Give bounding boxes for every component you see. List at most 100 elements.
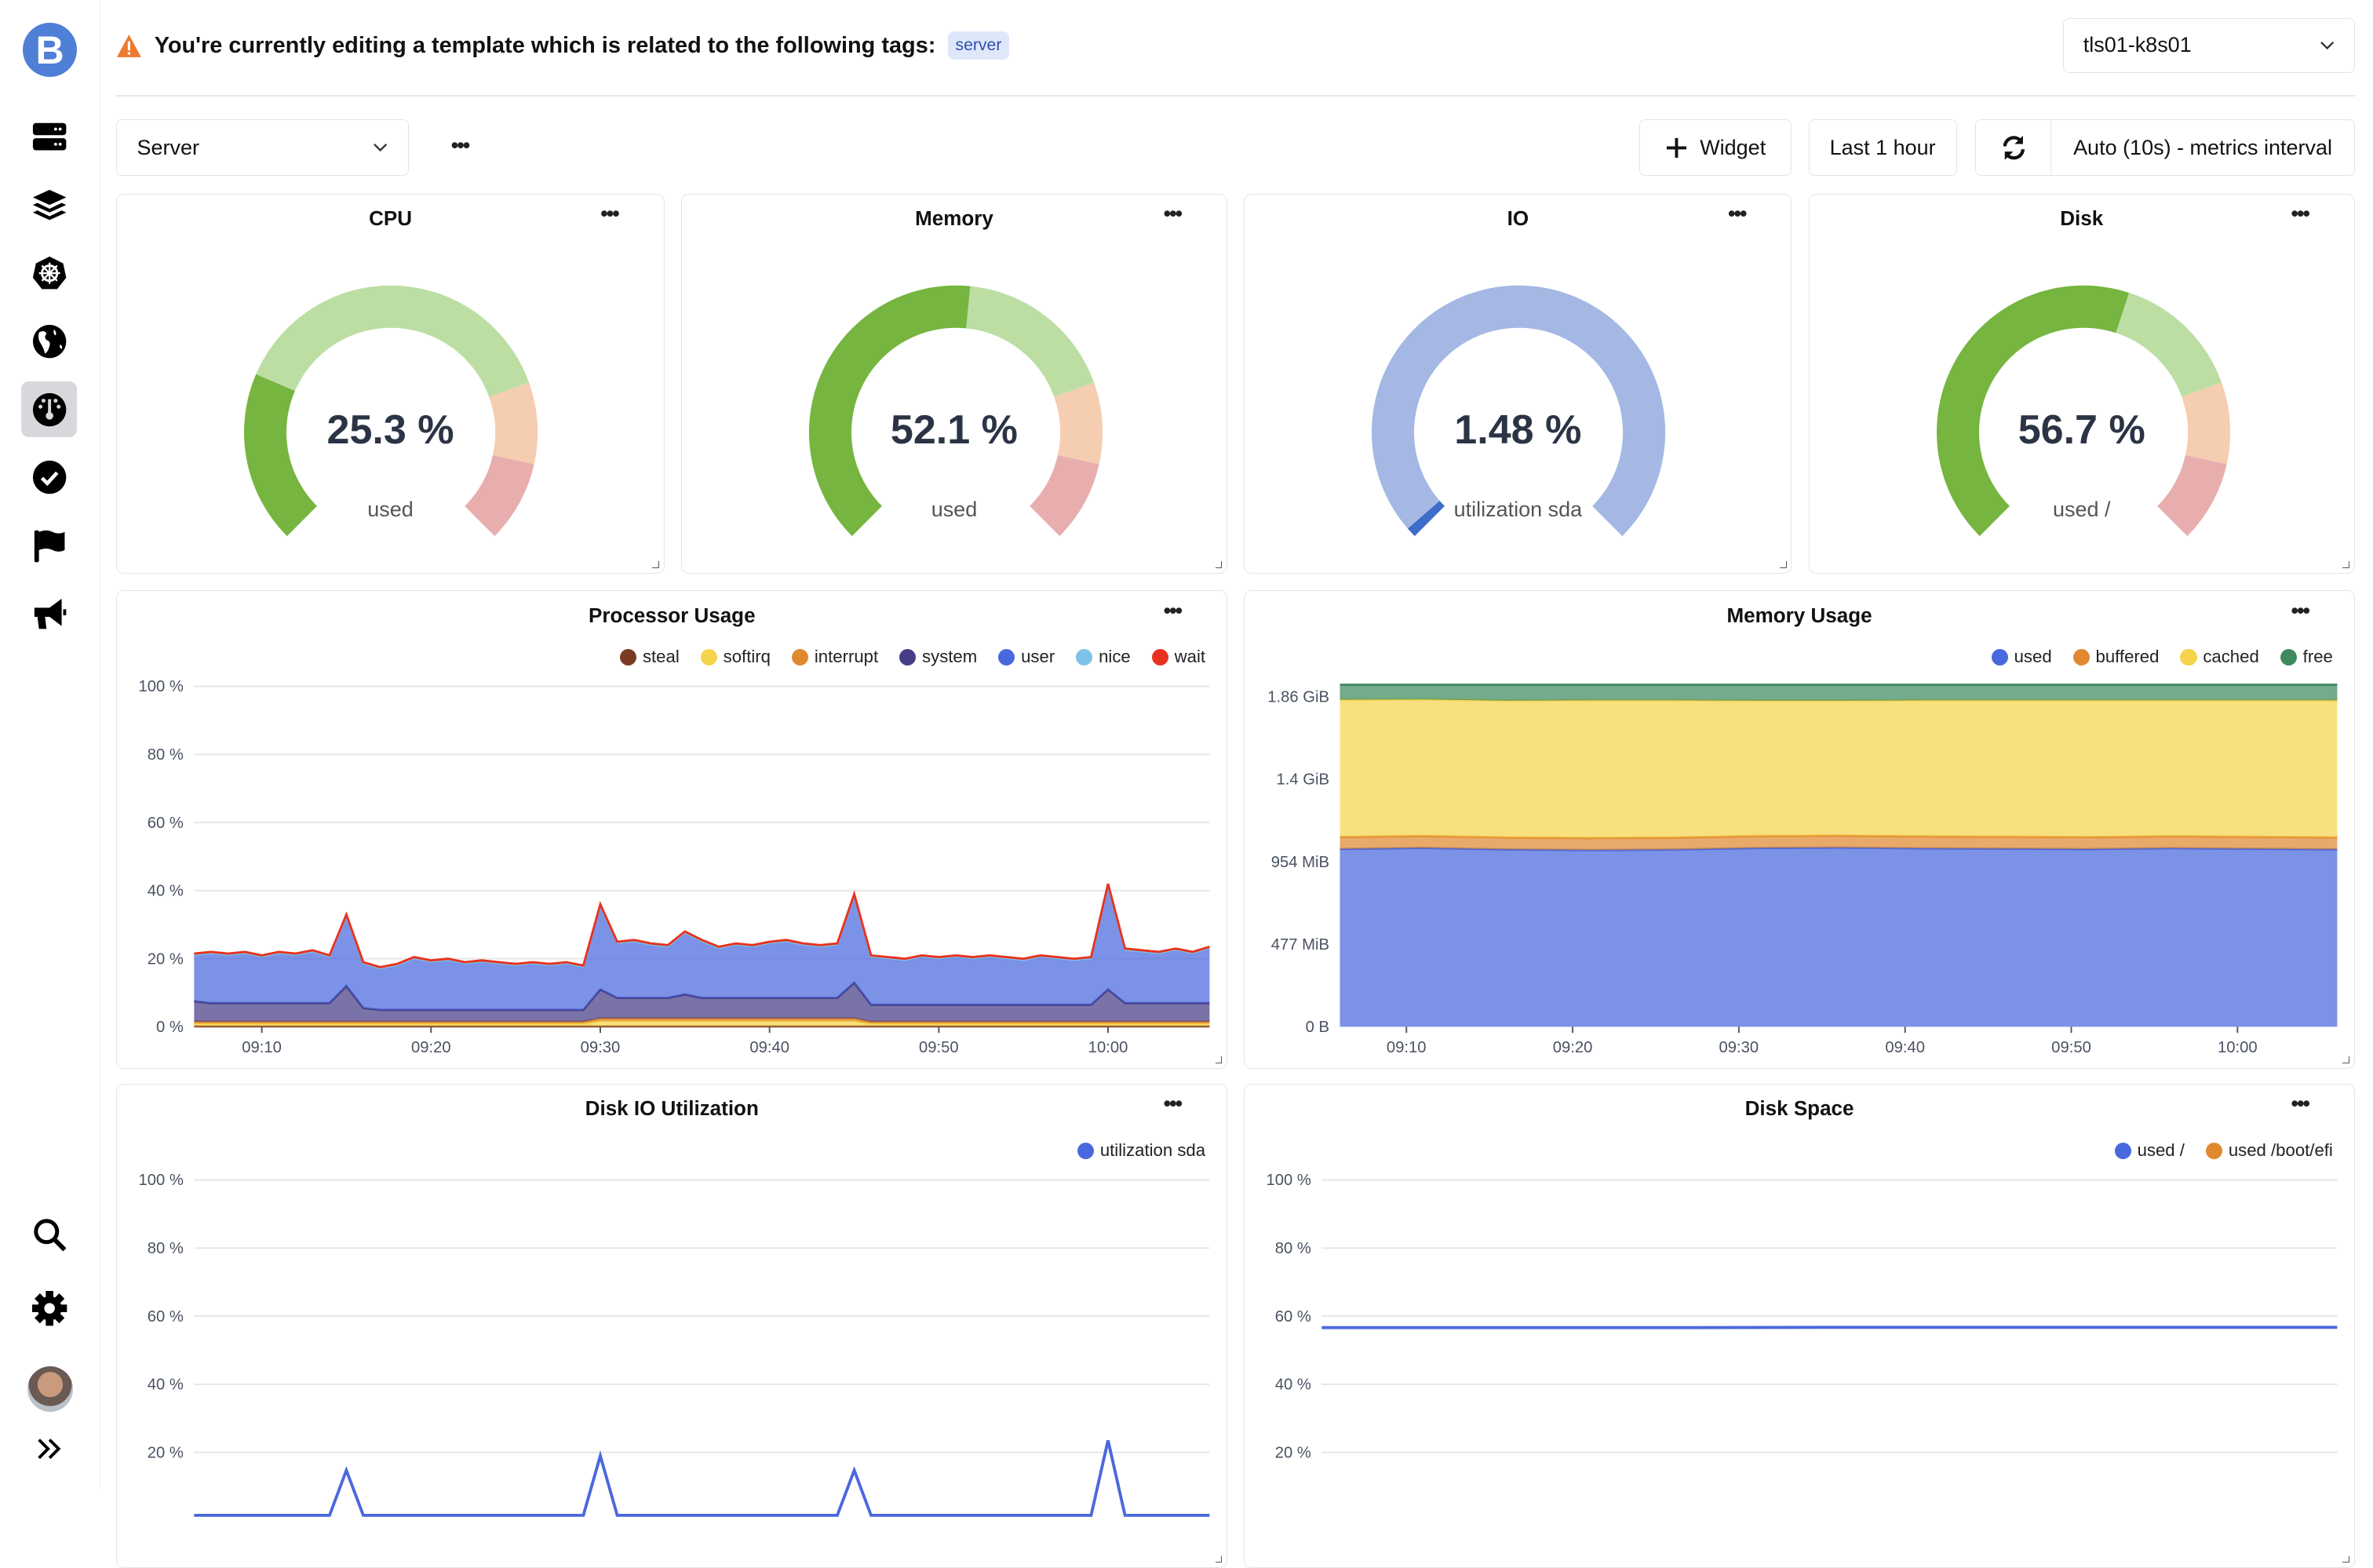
refresh-button[interactable] (1975, 119, 2052, 175)
sidebar-settings[interactable] (21, 1281, 77, 1336)
area-cached (1340, 699, 2338, 837)
gauge-card-io: IO•••1.48 %utilization sda (1244, 194, 1792, 574)
gauge-value: 1.48 % (1245, 407, 1791, 454)
sidebar-item-flags[interactable] (21, 518, 77, 574)
x-tick-label: 09:50 (920, 1039, 960, 1056)
y-tick-label: 80 % (148, 1240, 184, 1257)
y-tick-label: 80 % (148, 746, 184, 764)
gauge-ok-arc (2122, 312, 2201, 389)
flag-icon (31, 527, 67, 563)
add-widget-label: Widget (1700, 136, 1766, 160)
sidebar-search[interactable] (21, 1206, 77, 1262)
x-tick-label: 09:30 (581, 1039, 621, 1056)
gauge-ok-arc (968, 307, 1074, 389)
chart-plot: 20 %40 %60 %80 %100 % (1245, 1085, 2355, 1568)
host-select-value: tls01-k8s01 (2083, 33, 2192, 57)
add-widget-button[interactable]: Widget (1639, 119, 1792, 175)
sidebar-expand[interactable] (21, 1421, 77, 1477)
y-tick-label: 40 % (1275, 1376, 1311, 1393)
y-tick-label: 477 MiB (1271, 936, 1329, 954)
y-tick-label: 60 % (1275, 1308, 1311, 1326)
dashboard-icon (31, 392, 67, 428)
x-tick-label: 09:10 (1387, 1039, 1427, 1056)
time-range-label: Last 1 hour (1830, 136, 1936, 160)
sidebar-item-servers[interactable] (21, 109, 77, 165)
resize-handle[interactable] (2342, 561, 2349, 568)
gauge-label: used / (1810, 498, 2354, 522)
x-tick-label: 09:40 (750, 1039, 790, 1056)
resize-handle[interactable] (1780, 561, 1787, 568)
y-tick-label: 954 MiB (1271, 854, 1329, 871)
x-tick-label: 10:00 (1088, 1039, 1128, 1056)
chart-plot: 0 B 477 MiB 954 MiB 1.4 GiB 1.86 GiB 09:10 09:… (1245, 591, 2355, 1068)
y-tick-label: 1.4 GiB (1277, 771, 1329, 789)
gauge-card-memory: Memory•••52.1 %used (681, 194, 1227, 574)
time-range-button[interactable]: Last 1 hour (1809, 119, 1957, 175)
y-tick-label: 40 % (148, 883, 184, 900)
y-tick-label: 100 % (139, 678, 184, 695)
metrics-interval-label: Auto (10s) - metrics interval (2073, 136, 2332, 160)
y-tick-label: 1.86 GiB (1268, 689, 1330, 706)
servers-icon (31, 119, 67, 155)
y-tick-label: 0 % (156, 1019, 184, 1036)
x-tick-label: 09:40 (1886, 1039, 1926, 1056)
settings-icon (31, 1290, 67, 1326)
template-warning: You're currently editing a template whic… (116, 31, 1009, 60)
y-tick-label: 0 B (1306, 1019, 1329, 1036)
sidebar: B (0, 0, 100, 1490)
gauge-label: used (682, 498, 1227, 522)
divider (116, 95, 2354, 97)
host-select[interactable]: tls01-k8s01 (2063, 18, 2355, 72)
chevron-down-icon (373, 140, 388, 155)
gauge-label: utilization sda (1245, 498, 1791, 522)
warning-text: You're currently editing a template whic… (155, 33, 936, 59)
y-tick-label: 60 % (148, 1308, 184, 1326)
gauge-ok-arc (276, 307, 510, 390)
x-tick-label: 09:30 (1719, 1039, 1759, 1056)
sidebar-item-checks[interactable] (21, 450, 77, 505)
y-tick-label: 20 % (148, 951, 184, 968)
x-tick-label: 10:00 (2218, 1039, 2258, 1056)
area-used (1340, 848, 2338, 1026)
layers-icon (31, 187, 67, 223)
template-more-button[interactable]: ••• (451, 133, 469, 158)
sidebar-item-globe[interactable] (21, 313, 77, 369)
avatar[interactable] (27, 1366, 73, 1412)
check-circle-icon (31, 459, 67, 495)
resize-handle[interactable] (1216, 561, 1223, 568)
gauge-value: 56.7 % (1810, 407, 2354, 454)
metrics-interval-button[interactable]: Auto (10s) - metrics interval (2050, 119, 2355, 175)
sidebar-item-kubernetes[interactable] (21, 245, 77, 301)
logo-letter: B (36, 27, 64, 73)
y-tick-label: 100 % (1267, 1172, 1311, 1189)
app-logo[interactable]: B (23, 23, 77, 77)
sidebar-item-layers[interactable] (21, 177, 77, 233)
x-tick-label: 09:20 (1553, 1039, 1593, 1056)
warning-icon (116, 34, 142, 58)
megaphone-icon (31, 596, 67, 632)
resize-handle[interactable] (652, 561, 659, 568)
globe-icon (31, 323, 67, 359)
template-select-value: Server (137, 136, 199, 160)
sidebar-item-dashboards[interactable] (21, 381, 77, 437)
sidebar-item-announcements[interactable] (21, 585, 77, 641)
tag-server[interactable]: server (948, 31, 1009, 60)
gauge-card-disk: Disk•••56.7 %used / (1809, 194, 2355, 574)
chart-plot: 20 %40 %60 %80 %100 % (117, 1085, 1227, 1568)
gauge-value: 52.1 % (682, 407, 1227, 454)
y-tick-label: 20 % (1275, 1444, 1311, 1461)
template-select[interactable]: Server (116, 119, 408, 175)
x-tick-label: 09:50 (2051, 1039, 2091, 1056)
chevron-down-icon (2320, 38, 2335, 53)
area-free (1340, 685, 2338, 701)
y-tick-label: 40 % (148, 1376, 184, 1393)
y-tick-label: 100 % (139, 1172, 184, 1189)
x-tick-label: 09:10 (242, 1039, 282, 1056)
gauge-value: 25.3 % (117, 407, 663, 454)
plus-icon (1665, 137, 1688, 159)
